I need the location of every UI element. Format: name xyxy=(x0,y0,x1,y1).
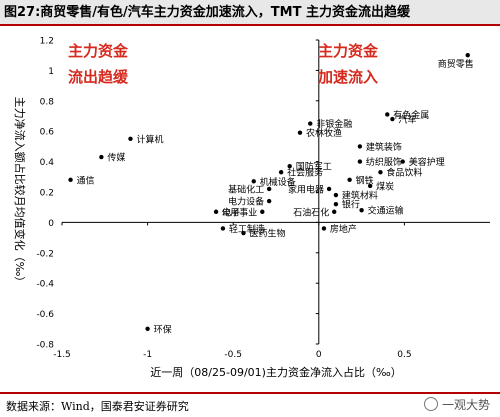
x-tick-label: -1 xyxy=(143,350,152,360)
point-label: 基础化工 xyxy=(228,183,264,195)
x-tick-label: 0 xyxy=(316,350,322,360)
x-tick-label: -1.5 xyxy=(53,350,71,360)
data-point xyxy=(287,163,292,169)
y-tick-label: -0.4 xyxy=(36,280,54,290)
data-point xyxy=(220,226,226,231)
annotation-text: 主力资金 xyxy=(318,42,379,60)
footer: 数据来源：Wind，国泰君安证券研究 一观大势 xyxy=(0,392,500,417)
watermark: 一观大势 xyxy=(423,396,490,413)
point-label: 社会服务 xyxy=(287,167,323,179)
point-label: 环保 xyxy=(154,323,172,335)
point-label: 医药生物 xyxy=(249,228,285,240)
annotation-text: 主力资金 xyxy=(68,42,129,60)
data-point xyxy=(359,208,364,213)
wechat-icon xyxy=(423,397,438,411)
point-label: 商贸零售 xyxy=(438,58,474,70)
data-point xyxy=(333,192,339,198)
point-label: 煤炭 xyxy=(376,180,394,192)
annotation-text: 流出趋缓 xyxy=(68,68,129,86)
point-label: 纺织服饰 xyxy=(366,156,402,168)
data-point xyxy=(333,201,339,207)
scatter-chart: -0.8 -0.6 -0.4 -0.2 0 0.2 0.4 0.6 0.8 1 1.2 -1.5 -1 -… xyxy=(13,37,490,379)
data-point xyxy=(251,179,256,184)
y-tick-label: 0.8 xyxy=(40,97,55,107)
figure-title: 图27:商贸零售/有色/汽车主力资金加速流入，TMT 主力资金流出趋缓 xyxy=(0,0,500,26)
point-label: 农林牧渔 xyxy=(306,127,342,139)
data-point xyxy=(266,186,272,192)
point-label: 有色金属 xyxy=(393,109,429,121)
data-point xyxy=(390,116,395,122)
data-point xyxy=(278,170,284,175)
data-point xyxy=(347,177,352,183)
data-point xyxy=(308,121,313,126)
source-note: 数据来源：Wind，国泰君安证券研究 xyxy=(6,400,189,413)
watermark-text: 一观大势 xyxy=(441,398,490,412)
data-point xyxy=(266,198,272,204)
data-point xyxy=(400,159,405,164)
y-tick-label: 1 xyxy=(48,67,54,77)
annotation-text: 加速流入 xyxy=(317,68,378,86)
data-point xyxy=(297,130,303,135)
y-tick-label: 1.2 xyxy=(40,37,54,47)
data-point xyxy=(385,112,390,117)
x-axis-label: 近一周（08/25-09/01)主力资金净流入占比（‰） xyxy=(150,365,401,379)
point-label: 交通运输 xyxy=(368,205,404,217)
point-label: 建筑装饰 xyxy=(366,141,402,153)
data-point xyxy=(145,326,150,331)
point-label: 计算机 xyxy=(136,133,163,145)
point-label: 房地产 xyxy=(330,223,357,235)
y-tick-label: 0.2 xyxy=(40,189,54,199)
axes-layer: -0.8 -0.6 -0.4 -0.2 0 0.2 0.4 0.6 0.8 1 1.2 -1.5 -1 -… xyxy=(36,37,490,360)
data-point xyxy=(378,170,383,175)
data-point xyxy=(241,230,246,236)
point-label: 非银金融 xyxy=(316,118,352,130)
point-label: 家用电器 xyxy=(288,183,324,195)
data-point xyxy=(128,136,133,141)
data-point xyxy=(367,183,373,189)
point-label: 银行 xyxy=(342,199,360,211)
point-label: 电子 xyxy=(222,206,240,218)
data-point xyxy=(99,154,104,160)
data-point xyxy=(357,159,363,164)
y-tick-label: -0.6 xyxy=(36,310,54,320)
x-tick-label: -0.5 xyxy=(224,350,242,360)
point-label: 汽车 xyxy=(398,114,416,126)
annotation-layer: 主力资金流出趋缓 主力资金加速流入 xyxy=(68,42,379,86)
y-tick-label: 0.6 xyxy=(40,128,55,138)
data-point xyxy=(326,186,332,192)
data-point xyxy=(332,209,337,214)
point-label: 机械设备 xyxy=(260,176,296,188)
data-point xyxy=(357,144,363,149)
y-tick-label: -0.2 xyxy=(36,249,54,259)
data-point xyxy=(213,209,219,214)
y-tick-label: 0 xyxy=(48,219,54,229)
data-point xyxy=(260,209,265,214)
point-label: 食品饮料 xyxy=(386,167,422,179)
point-label: 建筑材料 xyxy=(342,190,378,202)
y-axis-label: 主力净流入额占比较月均值变化（‰） xyxy=(13,97,27,288)
data-point xyxy=(68,177,73,183)
point-label: 钢铁 xyxy=(356,174,374,186)
point-label: 电力设备 xyxy=(228,196,264,208)
point-label: 传媒 xyxy=(107,152,125,164)
point-label: 公用事业 xyxy=(221,206,257,218)
data-point xyxy=(321,226,327,231)
point-label: 通信 xyxy=(77,174,95,186)
point-label: 轻工制造 xyxy=(229,223,265,235)
x-tick-label: 0.5 xyxy=(397,350,411,360)
point-label: 石油石化 xyxy=(293,206,329,218)
point-label: 国防军工 xyxy=(296,161,332,173)
data-point xyxy=(465,53,470,58)
point-label: 美容护理 xyxy=(409,156,445,168)
y-tick-label: -0.8 xyxy=(36,341,54,351)
y-tick-label: 0.4 xyxy=(40,158,55,168)
